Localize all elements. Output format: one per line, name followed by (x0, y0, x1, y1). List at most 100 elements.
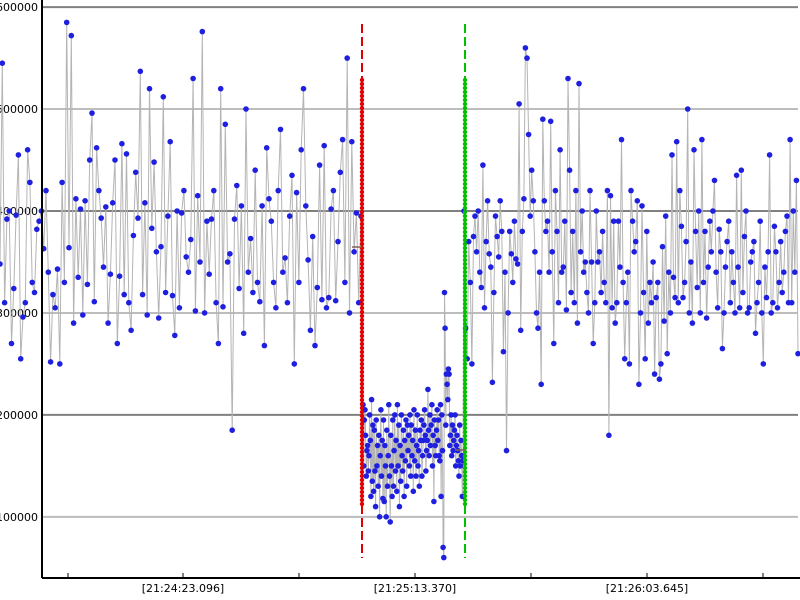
data-point (213, 299, 219, 306)
marker-dot (462, 405, 468, 411)
data-point (149, 225, 155, 232)
data-point (454, 432, 460, 439)
marker-dot (359, 217, 365, 223)
data-point (519, 228, 526, 235)
data-point (759, 310, 765, 316)
data-point (353, 210, 360, 216)
marker-dot (462, 377, 468, 383)
data-point (458, 437, 464, 444)
data-point (403, 483, 410, 490)
data-point (625, 269, 631, 276)
data-point (457, 463, 464, 469)
data-point (59, 179, 65, 186)
data-point (70, 320, 77, 326)
data-point (199, 28, 206, 35)
data-point (382, 463, 389, 469)
marker-dot (359, 249, 365, 255)
marker-dot (359, 441, 365, 447)
data-point (628, 187, 634, 194)
data-point (54, 266, 61, 272)
data-point (342, 279, 348, 286)
data-point (364, 442, 371, 449)
data-point (405, 432, 412, 439)
marker-dot (462, 157, 468, 163)
data-point (397, 478, 404, 485)
data-point (453, 442, 460, 449)
data-point (296, 279, 302, 286)
data-point (533, 310, 540, 316)
marker-dot (462, 153, 468, 159)
data-point (614, 299, 620, 306)
marker-dot (462, 389, 468, 395)
data-point (606, 432, 612, 439)
data-point (323, 305, 330, 311)
marker-dot (359, 157, 365, 163)
data-point (112, 157, 118, 163)
data-point (61, 279, 68, 286)
data-point (0, 60, 6, 66)
data-point (514, 261, 521, 267)
marker-dot (359, 309, 365, 315)
data-point (185, 269, 192, 276)
data-point (527, 213, 533, 219)
data-point (595, 259, 601, 265)
marker-dot (359, 481, 365, 487)
data-point (89, 110, 95, 116)
marker-dot (359, 397, 365, 403)
marker-dot (462, 257, 468, 263)
data-point (642, 356, 648, 362)
data-point (603, 299, 609, 306)
data-point (368, 396, 375, 403)
marker-dot (359, 385, 365, 391)
data-point (410, 488, 417, 495)
marker-dot (462, 277, 468, 283)
data-point (540, 116, 546, 122)
data-point (596, 249, 603, 255)
marker-dot (359, 461, 365, 467)
marker-dot (359, 357, 365, 363)
data-point (374, 442, 381, 449)
data-point (506, 228, 513, 235)
marker-dot (462, 97, 468, 103)
marker-dot (462, 261, 468, 267)
data-point (349, 138, 355, 145)
data-point (677, 187, 683, 194)
data-point (428, 422, 435, 428)
data-point (724, 238, 730, 245)
data-point (452, 463, 459, 469)
marker-dot (359, 149, 365, 155)
data-point (250, 289, 256, 296)
data-point (722, 264, 729, 270)
data-point (181, 187, 187, 194)
marker-dot (359, 489, 365, 495)
data-point (418, 417, 425, 423)
data-point (681, 279, 688, 286)
marker-dot (359, 241, 365, 247)
data-point (257, 298, 263, 305)
marker-dot (462, 301, 468, 307)
data-point (370, 422, 376, 428)
marker-dot (359, 117, 365, 123)
marker-dot (462, 101, 468, 107)
data-point (631, 249, 637, 255)
marker-dot (359, 281, 365, 287)
marker-dot (462, 397, 468, 403)
data-point (579, 208, 585, 214)
data-point (511, 218, 518, 224)
data-point (75, 274, 81, 281)
data-point (569, 228, 576, 235)
data-point (229, 427, 235, 434)
marker-dot (359, 329, 365, 335)
data-point (406, 463, 413, 469)
data-point (413, 473, 419, 479)
data-point (31, 289, 38, 296)
data-point (721, 310, 727, 316)
data-point (524, 55, 530, 61)
marker-dot (359, 457, 365, 463)
data-point (483, 238, 489, 245)
marker-dot (462, 357, 468, 363)
data-point (604, 187, 611, 194)
data-point (773, 249, 779, 255)
data-point (431, 498, 437, 505)
data-point (552, 187, 559, 194)
